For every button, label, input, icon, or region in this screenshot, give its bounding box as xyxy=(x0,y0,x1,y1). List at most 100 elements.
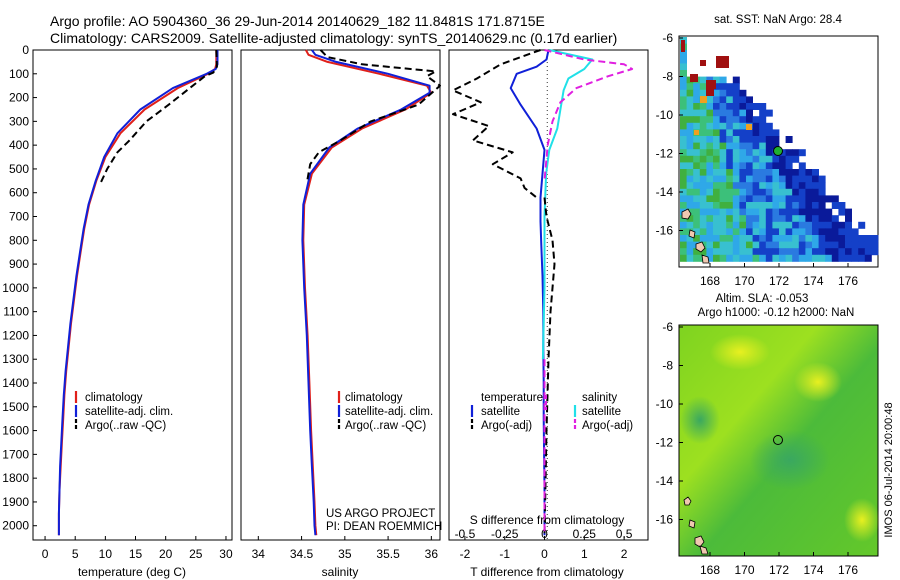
sst-cell xyxy=(732,76,740,84)
temperature-x-tick-label: 5 xyxy=(72,547,79,561)
sst-cell xyxy=(706,103,714,110)
sst-cell xyxy=(785,228,793,236)
sst-cell xyxy=(864,241,872,249)
sst-cell xyxy=(693,155,701,163)
sst-cell xyxy=(792,155,800,163)
sst-cell xyxy=(759,129,767,137)
sst-cell xyxy=(765,122,773,130)
sst-cell xyxy=(713,248,720,256)
sst-cell xyxy=(818,248,826,256)
sst-cell xyxy=(779,248,786,256)
sst-cell xyxy=(772,221,780,229)
sst-cell xyxy=(719,96,727,104)
sst-cell xyxy=(779,188,786,196)
sst-cell xyxy=(746,169,753,176)
sst-cell xyxy=(699,83,707,91)
sst-cell xyxy=(719,129,727,137)
sst-cell xyxy=(752,188,760,196)
sst-cell xyxy=(858,254,866,262)
map-x-tick-label: 168 xyxy=(700,274,720,288)
sst-cell xyxy=(765,188,773,196)
sst-cell xyxy=(699,248,707,256)
sst-cell xyxy=(719,142,727,150)
sst-cell xyxy=(739,149,747,157)
sst-cell xyxy=(699,109,707,117)
sst-cell xyxy=(759,202,767,209)
depth-tick-label: 200 xyxy=(9,91,29,105)
sst-cell xyxy=(680,116,687,124)
sst-cell xyxy=(693,182,701,190)
sst-cell xyxy=(752,228,760,236)
sst-cell xyxy=(699,235,707,242)
sst-cell xyxy=(759,103,767,110)
legend-label-temp-satellite: satellite xyxy=(481,406,520,418)
salinity-x-tick-label: 34 xyxy=(252,547,266,561)
t-difference-tick-label: 1 xyxy=(581,547,588,561)
sst-cell xyxy=(680,162,687,170)
sst-cell xyxy=(713,188,720,196)
sst-cell xyxy=(713,175,720,183)
sst-cell xyxy=(719,228,727,236)
sst-cell xyxy=(680,109,687,117)
sst-cell xyxy=(726,182,734,190)
sst-cell xyxy=(680,96,687,104)
sst-cell xyxy=(726,228,734,236)
sst-cell xyxy=(746,235,753,242)
sst-cell xyxy=(693,136,701,143)
legend-label-satellite: satellite-adj. clim. xyxy=(85,406,173,418)
sst-cell xyxy=(693,116,701,124)
temperature-panel: 0100200300400500600700800900100011001200… xyxy=(2,43,233,579)
sst-cell xyxy=(719,116,727,124)
sst-warm-cell xyxy=(690,74,698,82)
temperature-satellite-line xyxy=(57,50,219,536)
sst-cell xyxy=(686,195,694,203)
sst-map-grid xyxy=(680,37,879,264)
sst-cell xyxy=(686,202,694,209)
map-y-tick-label: -6 xyxy=(662,320,673,334)
sst-cell xyxy=(739,155,747,163)
s-difference-tick-label: 0.25 xyxy=(573,527,597,541)
sst-cell xyxy=(686,248,694,256)
sst-cell xyxy=(732,129,740,137)
sst-cell xyxy=(772,155,780,163)
depth-tick-label: 100 xyxy=(9,67,29,81)
sst-cell xyxy=(765,235,773,242)
legend-label-argo: Argo(..raw -QC) xyxy=(85,420,166,432)
sst-cell xyxy=(680,142,687,150)
sst-cell xyxy=(812,195,819,203)
sst-cell xyxy=(746,195,753,203)
sst-cell xyxy=(831,235,839,242)
sst-cell xyxy=(713,228,720,236)
sst-cell xyxy=(732,122,740,130)
sst-cell xyxy=(765,254,773,262)
sst-cell xyxy=(706,221,714,229)
sst-cell xyxy=(798,175,806,183)
sst-cell xyxy=(798,149,806,157)
sst-cell xyxy=(739,169,747,176)
sst-cell xyxy=(686,162,694,170)
sst-cell xyxy=(759,208,767,216)
sst-cell xyxy=(772,195,780,203)
sst-cell xyxy=(686,116,694,124)
sst-cell xyxy=(785,235,793,242)
sst-cell xyxy=(693,175,701,183)
sst-cell xyxy=(746,129,753,137)
sla-low xyxy=(680,396,720,444)
legend-label-satellite: satellite-adj. clim. xyxy=(345,406,433,418)
sst-cell xyxy=(812,248,819,256)
t-difference-label: T difference from climatology xyxy=(470,565,624,579)
sst-cell xyxy=(680,122,687,130)
sst-cell xyxy=(759,195,767,203)
sst-cell xyxy=(719,208,727,216)
sst-cell xyxy=(752,254,760,262)
sst-cell xyxy=(713,254,720,262)
legend-label-sal-satellite: satellite xyxy=(582,406,621,418)
sst-cell xyxy=(699,195,707,203)
temp-diff-argo-line xyxy=(452,49,541,199)
salinity-x-tick-label: 35 xyxy=(338,547,352,561)
depth-tick-label: 2000 xyxy=(2,519,29,533)
sst-cell xyxy=(831,248,839,256)
sst-warm-cell xyxy=(700,60,706,66)
sst-cell xyxy=(812,241,819,249)
sst-cell xyxy=(680,248,687,256)
